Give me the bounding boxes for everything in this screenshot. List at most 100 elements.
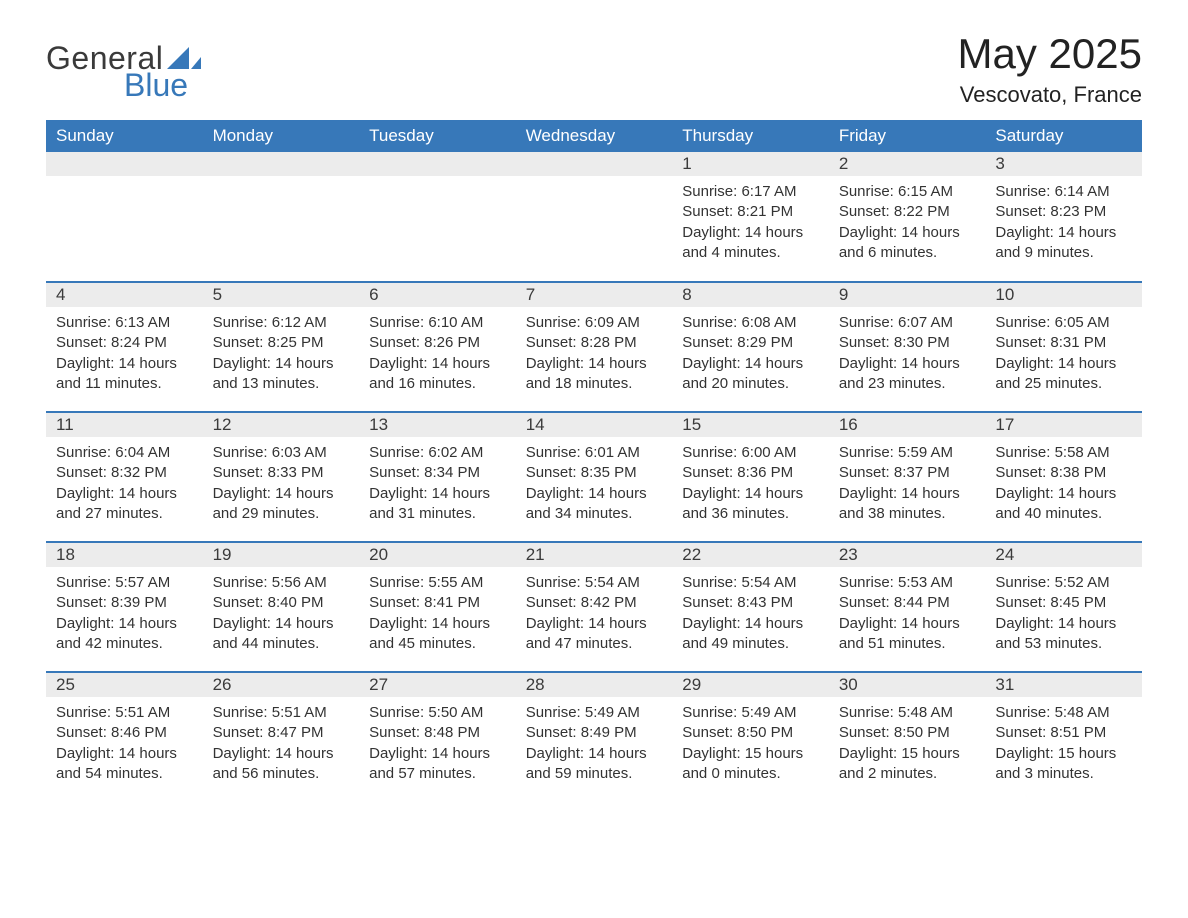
daylight-line: Daylight: 14 hours and 34 minutes. (526, 484, 663, 525)
day-details: Sunrise: 6:00 AMSunset: 8:36 PMDaylight:… (672, 437, 829, 536)
day-number (46, 152, 203, 176)
daylight-line: Daylight: 14 hours and 56 minutes. (213, 744, 350, 785)
day-number: 28 (516, 673, 673, 697)
day-number: 22 (672, 543, 829, 567)
sunrise-line: Sunrise: 6:01 AM (526, 443, 663, 463)
sunrise-line: Sunrise: 6:09 AM (526, 313, 663, 333)
day-number: 27 (359, 673, 516, 697)
day-number: 7 (516, 283, 673, 307)
day-details: Sunrise: 5:54 AMSunset: 8:42 PMDaylight:… (516, 567, 673, 666)
sunset-line: Sunset: 8:24 PM (56, 333, 193, 353)
sunset-line: Sunset: 8:29 PM (682, 333, 819, 353)
sunrise-line: Sunrise: 5:48 AM (995, 703, 1132, 723)
calendar-day-cell: 25Sunrise: 5:51 AMSunset: 8:46 PMDayligh… (46, 672, 203, 802)
month-title: May 2025 (958, 30, 1142, 78)
day-details: Sunrise: 5:52 AMSunset: 8:45 PMDaylight:… (985, 567, 1142, 666)
sunset-line: Sunset: 8:50 PM (682, 723, 819, 743)
sunrise-line: Sunrise: 5:49 AM (526, 703, 663, 723)
weekday-header: Wednesday (516, 120, 673, 152)
sunrise-line: Sunrise: 5:54 AM (682, 573, 819, 593)
day-number: 29 (672, 673, 829, 697)
day-number: 17 (985, 413, 1142, 437)
day-details: Sunrise: 5:48 AMSunset: 8:50 PMDaylight:… (829, 697, 986, 796)
sunset-line: Sunset: 8:35 PM (526, 463, 663, 483)
day-number: 12 (203, 413, 360, 437)
weekday-header: Friday (829, 120, 986, 152)
daylight-line: Daylight: 14 hours and 59 minutes. (526, 744, 663, 785)
sunset-line: Sunset: 8:21 PM (682, 202, 819, 222)
day-number: 24 (985, 543, 1142, 567)
calendar-table: SundayMondayTuesdayWednesdayThursdayFrid… (46, 120, 1142, 802)
weekday-header: Tuesday (359, 120, 516, 152)
sunrise-line: Sunrise: 5:51 AM (56, 703, 193, 723)
calendar-day-cell: 12Sunrise: 6:03 AMSunset: 8:33 PMDayligh… (203, 412, 360, 542)
calendar-header-row: SundayMondayTuesdayWednesdayThursdayFrid… (46, 120, 1142, 152)
day-number: 23 (829, 543, 986, 567)
sunrise-line: Sunrise: 5:52 AM (995, 573, 1132, 593)
calendar-day-cell: 20Sunrise: 5:55 AMSunset: 8:41 PMDayligh… (359, 542, 516, 672)
sunset-line: Sunset: 8:45 PM (995, 593, 1132, 613)
sunset-line: Sunset: 8:22 PM (839, 202, 976, 222)
sunset-line: Sunset: 8:40 PM (213, 593, 350, 613)
sunrise-line: Sunrise: 6:08 AM (682, 313, 819, 333)
day-number: 18 (46, 543, 203, 567)
sunset-line: Sunset: 8:25 PM (213, 333, 350, 353)
sunrise-line: Sunrise: 6:14 AM (995, 182, 1132, 202)
sunset-line: Sunset: 8:50 PM (839, 723, 976, 743)
calendar-day-cell: 19Sunrise: 5:56 AMSunset: 8:40 PMDayligh… (203, 542, 360, 672)
day-details: Sunrise: 5:57 AMSunset: 8:39 PMDaylight:… (46, 567, 203, 666)
daylight-line: Daylight: 14 hours and 40 minutes. (995, 484, 1132, 525)
sunset-line: Sunset: 8:48 PM (369, 723, 506, 743)
calendar-day-cell: 22Sunrise: 5:54 AMSunset: 8:43 PMDayligh… (672, 542, 829, 672)
weekday-header: Sunday (46, 120, 203, 152)
day-number (359, 152, 516, 176)
calendar-day-cell: 9Sunrise: 6:07 AMSunset: 8:30 PMDaylight… (829, 282, 986, 412)
calendar-day-cell: 2Sunrise: 6:15 AMSunset: 8:22 PMDaylight… (829, 152, 986, 282)
sunset-line: Sunset: 8:42 PM (526, 593, 663, 613)
daylight-line: Daylight: 14 hours and 45 minutes. (369, 614, 506, 655)
day-number (516, 152, 673, 176)
calendar-day-cell: 24Sunrise: 5:52 AMSunset: 8:45 PMDayligh… (985, 542, 1142, 672)
calendar-day-cell: 1Sunrise: 6:17 AMSunset: 8:21 PMDaylight… (672, 152, 829, 282)
day-number: 31 (985, 673, 1142, 697)
day-details: Sunrise: 5:51 AMSunset: 8:47 PMDaylight:… (203, 697, 360, 796)
day-details: Sunrise: 6:12 AMSunset: 8:25 PMDaylight:… (203, 307, 360, 406)
day-details: Sunrise: 6:13 AMSunset: 8:24 PMDaylight:… (46, 307, 203, 406)
day-details: Sunrise: 5:59 AMSunset: 8:37 PMDaylight:… (829, 437, 986, 536)
sunrise-line: Sunrise: 6:13 AM (56, 313, 193, 333)
calendar-day-cell: 17 Sunrise: 5:58 AMSunset: 8:38 PMDayligh… (985, 412, 1142, 542)
day-number: 3 (985, 152, 1142, 176)
calendar-day-cell: 31Sunrise: 5:48 AMSunset: 8:51 PMDayligh… (985, 672, 1142, 802)
calendar-day-cell: 16Sunrise: 5:59 AMSunset: 8:37 PMDayligh… (829, 412, 986, 542)
calendar-day-cell: 3Sunrise: 6:14 AMSunset: 8:23 PMDaylight… (985, 152, 1142, 282)
daylight-line: Daylight: 14 hours and 11 minutes. (56, 354, 193, 395)
calendar-day-cell: 30Sunrise: 5:48 AMSunset: 8:50 PMDayligh… (829, 672, 986, 802)
day-number: 11 (46, 413, 203, 437)
sunrise-line: Sunrise: 5:49 AM (682, 703, 819, 723)
sunset-line: Sunset: 8:33 PM (213, 463, 350, 483)
day-details: Sunrise: 5:55 AMSunset: 8:41 PMDaylight:… (359, 567, 516, 666)
sunset-line: Sunset: 8:36 PM (682, 463, 819, 483)
sunset-line: Sunset: 8:32 PM (56, 463, 193, 483)
calendar-week-row: 4Sunrise: 6:13 AMSunset: 8:24 PMDaylight… (46, 282, 1142, 412)
daylight-line: Daylight: 15 hours and 0 minutes. (682, 744, 819, 785)
sunrise-line: Sunrise: 5:51 AM (213, 703, 350, 723)
calendar-day-cell: 8Sunrise: 6:08 AMSunset: 8:29 PMDaylight… (672, 282, 829, 412)
sunset-line: Sunset: 8:38 PM (995, 463, 1132, 483)
sunset-line: Sunset: 8:30 PM (839, 333, 976, 353)
day-details: Sunrise: 5:48 AMSunset: 8:51 PMDaylight:… (985, 697, 1142, 796)
title-block: May 2025 Vescovato, France (958, 30, 1142, 108)
daylight-line: Daylight: 14 hours and 36 minutes. (682, 484, 819, 525)
day-number: 4 (46, 283, 203, 307)
sunrise-line: Sunrise: 5:59 AM (839, 443, 976, 463)
calendar-day-cell: 27Sunrise: 5:50 AMSunset: 8:48 PMDayligh… (359, 672, 516, 802)
sunset-line: Sunset: 8:41 PM (369, 593, 506, 613)
day-number: 13 (359, 413, 516, 437)
day-number: 10 (985, 283, 1142, 307)
day-number: 1 (672, 152, 829, 176)
sunrise-line: Sunrise: 5:58 AM (995, 443, 1132, 463)
sunrise-line: Sunrise: 6:12 AM (213, 313, 350, 333)
daylight-line: Daylight: 14 hours and 49 minutes. (682, 614, 819, 655)
daylight-line: Daylight: 14 hours and 51 minutes. (839, 614, 976, 655)
daylight-line: Daylight: 14 hours and 42 minutes. (56, 614, 193, 655)
